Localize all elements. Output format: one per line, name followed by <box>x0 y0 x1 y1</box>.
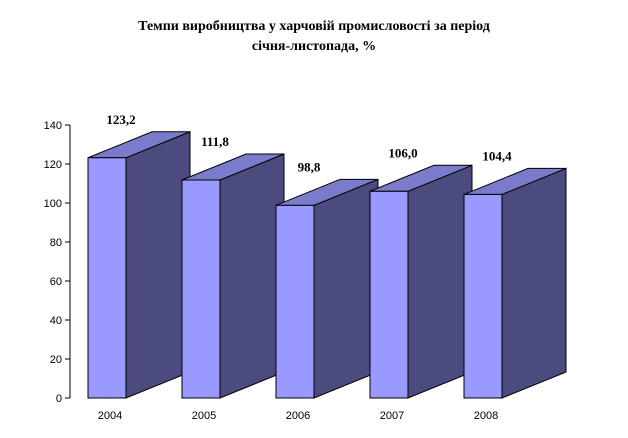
bar-side-2004 <box>125 131 191 399</box>
bar-2006 <box>275 204 315 399</box>
bar-2004 <box>87 157 127 399</box>
data-label-2008: 104,4 <box>482 148 512 163</box>
y-tick-label: 0 <box>56 393 62 405</box>
x-tick-label-2004: 2004 <box>98 410 122 422</box>
bar-2005 <box>181 179 221 399</box>
y-tick-label: 120 <box>44 159 62 171</box>
data-label-2007: 106,0 <box>388 145 417 160</box>
chart-title: Темпи виробництва у харчовій промисловос… <box>0 17 628 57</box>
x-tick-label-2006: 2006 <box>286 410 310 422</box>
chart-title-line1: Темпи виробництва у харчовій промисловос… <box>138 19 490 34</box>
y-tick-label: 140 <box>44 120 62 132</box>
bar-side-2005 <box>219 153 285 399</box>
y-tick-label: 60 <box>50 276 62 288</box>
y-tick-label: 40 <box>50 315 62 327</box>
x-tick-label-2007: 2007 <box>380 410 404 422</box>
bar-side-2006 <box>313 178 379 399</box>
y-tick-label: 100 <box>44 198 62 210</box>
bar-2008 <box>463 193 503 399</box>
chart-title-line2: січня-листопада, % <box>251 39 377 54</box>
bar-side-2007 <box>407 164 473 399</box>
data-label-2005: 111,8 <box>201 134 229 149</box>
data-label-2004: 123,2 <box>106 112 135 127</box>
bar-side-2008 <box>501 167 567 399</box>
y-tick-label: 80 <box>50 237 62 249</box>
y-tick-label: 20 <box>50 354 62 366</box>
data-label-2006: 98,8 <box>298 159 321 174</box>
x-tick-label-2005: 2005 <box>192 410 216 422</box>
x-tick-label-2008: 2008 <box>474 410 498 422</box>
bar-2007 <box>369 190 409 399</box>
